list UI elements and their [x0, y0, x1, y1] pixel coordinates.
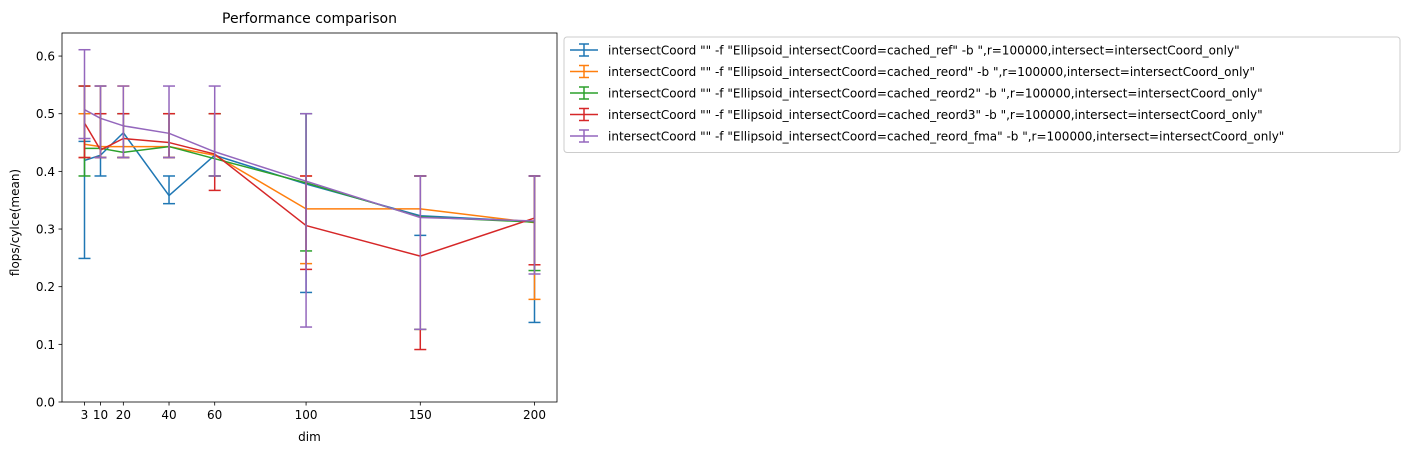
y-tick-label: 0.5: [36, 107, 55, 121]
y-tick-label: 0.0: [36, 396, 55, 410]
x-tick-label: 200: [523, 408, 546, 422]
x-axis-label: dim: [298, 430, 321, 444]
y-tick-label: 0.3: [36, 223, 55, 237]
y-tick-label: 0.1: [36, 338, 55, 352]
legend-entry-label: intersectCoord "" -f "Ellipsoid_intersec…: [608, 87, 1263, 101]
series-line-3: [83, 122, 535, 257]
series-line-4: [84, 109, 535, 222]
y-tick-label: 0.4: [36, 165, 55, 179]
x-tick-label: 60: [207, 408, 222, 422]
legend-box: [563, 36, 1401, 153]
y-tick-label: 0.6: [36, 50, 55, 64]
series-line-2: [84, 145, 535, 223]
legend: intersectCoord "" -f "Ellipsoid_intersec…: [563, 36, 1401, 153]
plot-area: 3 10 20 40 60 100 150 200 0.0 0.1 0.2 0.3 0.4 0.5 0.6: [36, 32, 558, 422]
y-tick-label: 0.2: [36, 280, 55, 294]
legend-entry-label: intersectCoord "" -f "Ellipsoid_intersec…: [608, 108, 1263, 122]
series-line-1: [84, 143, 535, 224]
x-tick-label: 150: [409, 408, 432, 422]
x-tick-label: 40: [161, 408, 176, 422]
legend-entry-label: intersectCoord "" -f "Ellipsoid_intersec…: [608, 130, 1284, 144]
x-tick-label: 10: [93, 408, 108, 422]
x-tick-label: 100: [295, 408, 318, 422]
y-axis-label: flops/cylce(mean): [8, 169, 22, 276]
x-tick-label: 20: [116, 408, 131, 422]
x-tick-label: 3: [81, 408, 89, 422]
axes-frame: [61, 32, 558, 403]
chart-title: Performance comparison: [222, 11, 397, 27]
legend-entry-label: intersectCoord "" -f "Ellipsoid_intersec…: [608, 44, 1240, 58]
legend-entry-label: intersectCoord "" -f "Ellipsoid_intersec…: [608, 65, 1255, 79]
